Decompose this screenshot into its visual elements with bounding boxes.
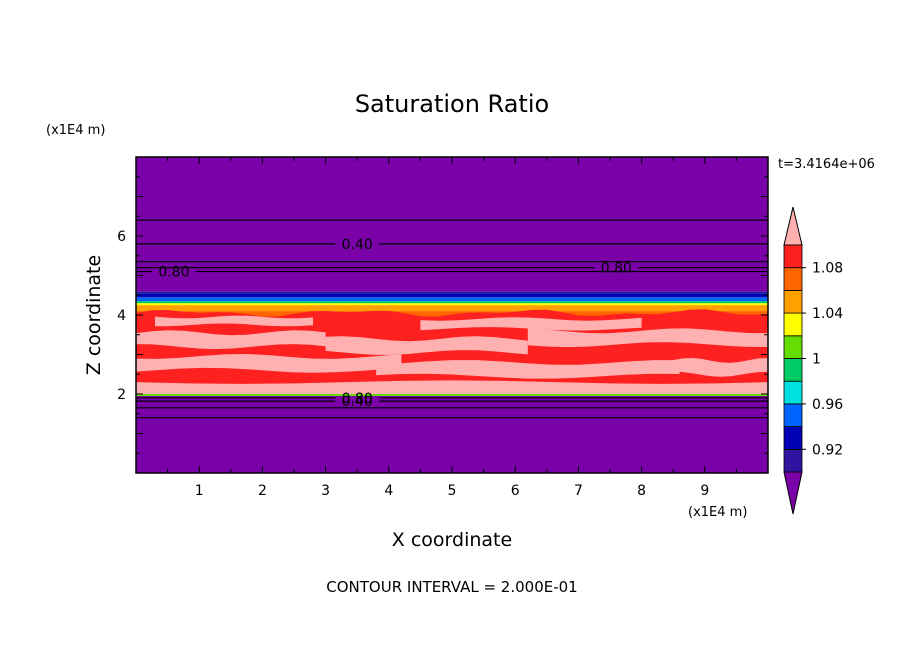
pink-patch-4 bbox=[325, 336, 528, 355]
pink-patch-3 bbox=[136, 330, 326, 350]
colorbar-top-arrow bbox=[783, 206, 803, 246]
contour-band-1 bbox=[136, 394, 768, 396]
pink-patch-1 bbox=[136, 354, 402, 373]
x-tick-label: 8 bbox=[637, 483, 646, 499]
colorbar-label: 0.92 bbox=[812, 442, 843, 458]
colorbar-swatch-0 bbox=[783, 448, 803, 473]
x-axis-label: X coordinate bbox=[392, 529, 512, 551]
y-tick-label: 6 bbox=[117, 229, 126, 245]
contour-lines: 0.400.800.80 0.800.40 bbox=[136, 219, 768, 419]
colorbar-swatch-4 bbox=[783, 358, 803, 382]
y-tick-label: 2 bbox=[117, 387, 126, 403]
plot-area bbox=[136, 157, 768, 473]
x-tick-label: 6 bbox=[511, 483, 520, 499]
x-tick-label: 1 bbox=[195, 483, 204, 499]
x-tick-label: 4 bbox=[384, 483, 393, 499]
pink-patch-8 bbox=[654, 358, 768, 377]
contour-label-5: 0.80 bbox=[601, 261, 632, 277]
colorbar-swatch-9 bbox=[783, 244, 803, 269]
colorbar-swatch-2 bbox=[783, 403, 803, 427]
colorbar: 0.92 0.96 1 1.04 1.08 bbox=[783, 206, 843, 515]
pink-patch-7 bbox=[420, 317, 642, 331]
contour-interval-footer: CONTOUR INTERVAL = 2.000E-01 bbox=[326, 578, 577, 596]
y-axis-label: Z coordinate bbox=[83, 255, 105, 375]
x-tick-label: 3 bbox=[321, 483, 330, 499]
colorbar-swatch-6 bbox=[783, 312, 803, 337]
colorbar-label: 1 bbox=[812, 352, 821, 368]
colorbar-label: 0.96 bbox=[812, 397, 843, 413]
colorbar-swatch-8 bbox=[783, 267, 803, 291]
pink-patch-6 bbox=[154, 315, 313, 327]
x-tick-label: 7 bbox=[574, 483, 583, 499]
x-tick-label: 2 bbox=[258, 483, 267, 499]
contour-band-10 bbox=[136, 291, 768, 294]
x-tick-label: 9 bbox=[700, 483, 709, 499]
colorbar-swatch-5 bbox=[783, 335, 803, 359]
contour-band-9 bbox=[136, 293, 768, 298]
colorbar-swatch-1 bbox=[783, 426, 803, 450]
axis-ticks: 1 2 3 4 5 6 7 8 9 2 4 6 bbox=[117, 156, 769, 499]
contour-band-7 bbox=[136, 301, 768, 304]
y-tick-label: 4 bbox=[117, 308, 126, 324]
colorbar-bottom-arrow bbox=[783, 471, 803, 515]
pink-patch-5 bbox=[527, 328, 768, 348]
contour-label-2: 0.40 bbox=[342, 394, 373, 410]
contour-band-5 bbox=[136, 305, 768, 312]
contour-label-7: 0.40 bbox=[342, 237, 373, 253]
x-tick-label: 5 bbox=[448, 483, 457, 499]
time-label: t=3.4164e+06 bbox=[778, 157, 875, 172]
pink-patch-0 bbox=[136, 380, 768, 394]
contour-band-8 bbox=[136, 297, 768, 302]
colorbar-swatch-3 bbox=[783, 380, 803, 405]
contour-band-0 bbox=[136, 395, 768, 473]
red-band-edge bbox=[136, 309, 768, 321]
contour-band-6 bbox=[136, 303, 768, 306]
colorbar-label: 1.08 bbox=[812, 261, 843, 277]
y-unit-label: (x1E4 m) bbox=[46, 123, 105, 138]
contour-band-11 bbox=[136, 157, 768, 292]
colorbar-label: 1.04 bbox=[812, 306, 843, 322]
contour-label-4: 0.80 bbox=[158, 265, 189, 281]
x-unit-label: (x1E4 m) bbox=[688, 505, 747, 520]
colorbar-swatch-7 bbox=[783, 289, 803, 314]
contour-label-3: 0.80 bbox=[342, 391, 373, 407]
pink-patch-2 bbox=[376, 360, 680, 379]
chart-title: Saturation Ratio bbox=[355, 90, 549, 118]
